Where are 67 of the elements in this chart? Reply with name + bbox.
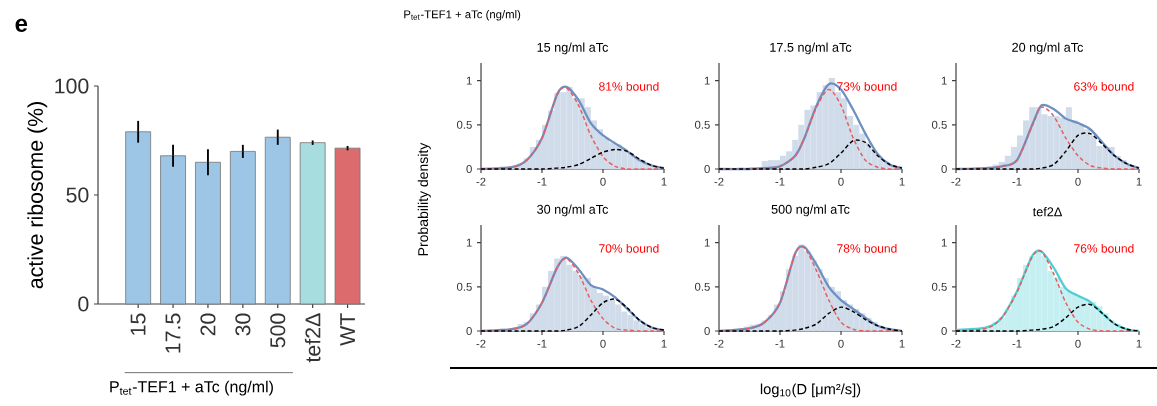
x-tick-label: -2 <box>714 339 724 348</box>
x-tick-label: 0 <box>600 339 606 348</box>
y-axis-title: active ribosome (%) <box>27 102 48 289</box>
x-tick-label: 15 <box>130 313 146 335</box>
chart-title: 20 ng/ml aTc <box>1012 42 1084 55</box>
x-tick-label: 0 <box>1075 339 1081 348</box>
x-tick-label: 1 <box>661 177 667 186</box>
x-tick-label: 1 <box>1136 339 1142 348</box>
x-tick-label: 0 <box>600 177 606 186</box>
chart-title: 500 ng/ml aTc <box>771 204 850 217</box>
y-tick-label: 0 <box>704 164 710 173</box>
y-tick-label: 100 <box>55 78 89 94</box>
chart-title: 17.5 ng/ml aTc <box>770 42 852 55</box>
x-tick-label: 1 <box>899 177 905 186</box>
text: P$_{tet}$-TEF1 + aTc (ng/ml) <box>110 380 273 396</box>
y-tick-label: 1 <box>941 76 947 85</box>
x-tick-label: -2 <box>476 177 486 186</box>
y-tick-label: 1 <box>466 76 472 85</box>
x-tick-label: 17.5 <box>165 313 181 353</box>
y-tick-label: 0.5 <box>931 282 947 291</box>
chart-title: tef2Δ <box>1032 206 1062 217</box>
y-tick-label: 0 <box>78 296 89 312</box>
y-tick-label: 0 <box>941 164 947 173</box>
annotation: 70% bound <box>599 243 659 253</box>
x-tick-label: 500 <box>270 313 286 348</box>
x-tick-label: 30 <box>235 313 251 336</box>
x-tick-label: 20 <box>200 313 216 336</box>
x-tick-label: -1 <box>775 339 785 348</box>
x-tick-label: -1 <box>1012 177 1022 186</box>
chart-title: 30 ng/ml aTc <box>537 204 609 217</box>
annotation: 78% bound <box>837 243 897 253</box>
annotation: 73% bound <box>837 81 897 91</box>
x-tick-label: -1 <box>537 177 547 186</box>
text: P$_{tet}$-TEF1 + aTc (ng/ml) <box>404 10 521 21</box>
x-tick-label: 1 <box>899 339 905 348</box>
y-tick-label: 0.5 <box>456 282 472 291</box>
x-tick-label: tef2Δ <box>304 313 321 363</box>
y-tick-label: 0 <box>466 164 472 173</box>
x-tick-label: 1 <box>1136 177 1142 186</box>
y-axis-title: Probability density <box>417 142 431 256</box>
x-axis-title: log$_{10}$(D [μm²/s]) <box>760 383 861 398</box>
y-tick-label: 0.5 <box>931 120 947 129</box>
x-tick-label: -2 <box>714 177 724 186</box>
annotation: 63% bound <box>1074 81 1134 91</box>
y-tick-label: 1 <box>704 238 710 247</box>
y-tick-label: 1 <box>941 238 947 247</box>
annotation: 81% bound <box>599 81 659 91</box>
x-tick-label: -2 <box>951 339 961 348</box>
y-tick-label: 50 <box>66 187 89 203</box>
y-tick-label: 0.5 <box>694 120 710 129</box>
y-tick-label: 1 <box>466 238 472 247</box>
y-tick-label: 0.5 <box>694 282 710 291</box>
y-tick-label: 0.5 <box>456 120 472 129</box>
x-tick-label: 0 <box>838 177 844 186</box>
x-tick-label: -2 <box>951 177 961 186</box>
chart-title: 15 ng/ml aTc <box>537 42 609 55</box>
x-tick-label: -1 <box>537 339 547 348</box>
annotation: 76% bound <box>1074 243 1134 253</box>
x-tick-label: 1 <box>661 339 667 348</box>
text: e <box>15 18 28 32</box>
x-tick-label: -1 <box>1012 339 1022 348</box>
x-tick-label: -2 <box>476 339 486 348</box>
x-tick-label: 0 <box>1075 177 1081 186</box>
y-tick-label: 1 <box>704 76 710 85</box>
x-tick-label: 0 <box>838 339 844 348</box>
x-tick-label: -1 <box>775 177 785 186</box>
x-tick-label: WT <box>340 313 355 346</box>
